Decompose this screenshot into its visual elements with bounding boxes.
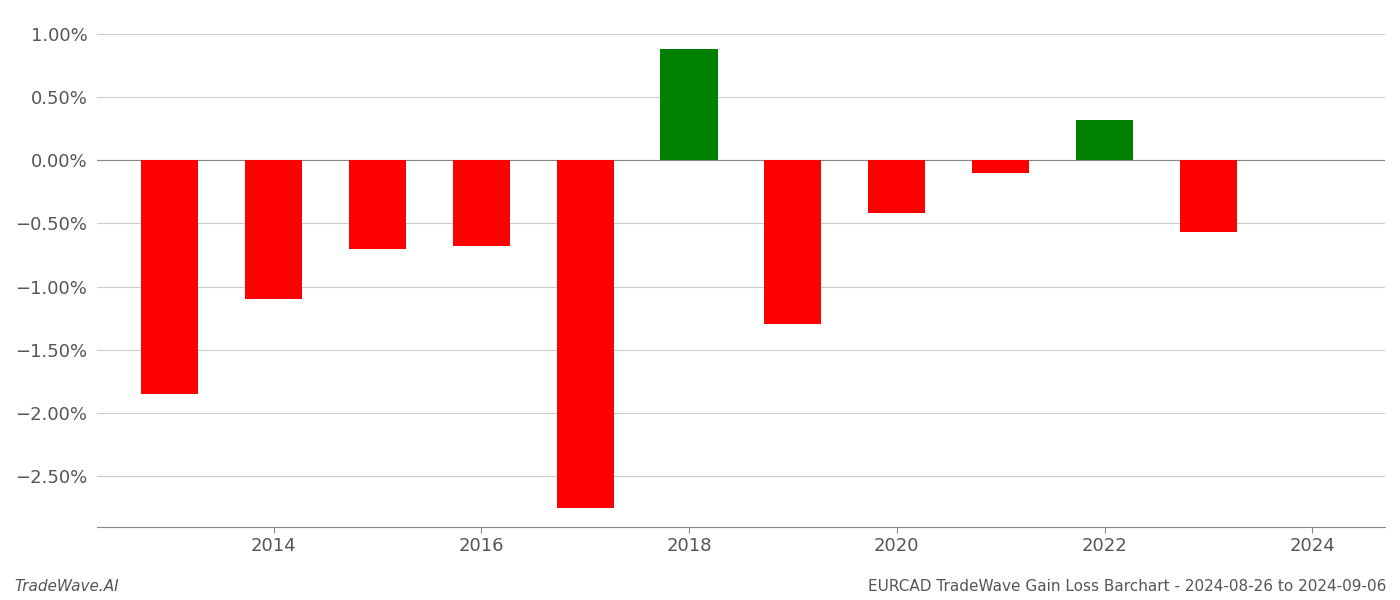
Bar xyxy=(868,160,925,214)
Bar xyxy=(141,160,199,394)
Bar xyxy=(349,160,406,248)
Bar xyxy=(557,160,613,508)
Bar xyxy=(245,160,302,299)
Text: EURCAD TradeWave Gain Loss Barchart - 2024-08-26 to 2024-09-06: EURCAD TradeWave Gain Loss Barchart - 20… xyxy=(868,579,1386,594)
Bar xyxy=(1180,160,1238,232)
Bar xyxy=(1077,120,1133,160)
Bar xyxy=(452,160,510,246)
Bar xyxy=(972,160,1029,173)
Text: TradeWave.AI: TradeWave.AI xyxy=(14,579,119,594)
Bar xyxy=(764,160,822,325)
Bar xyxy=(661,49,718,160)
